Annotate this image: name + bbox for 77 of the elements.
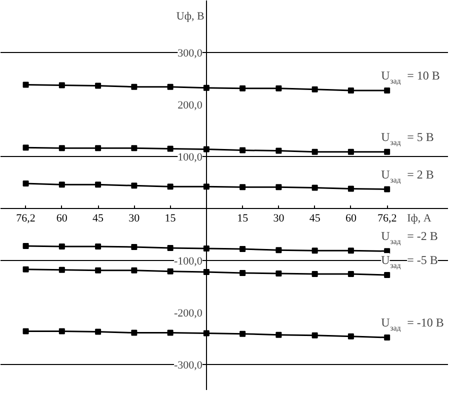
x-tick-label: 15 (164, 212, 176, 224)
y-tick-label: 300,0 (178, 48, 203, 60)
x-tick-label: 15 (237, 212, 249, 224)
y-tick-label: 100,0 (178, 152, 203, 164)
x-tick-label: 60 (345, 212, 357, 224)
point (348, 186, 354, 192)
point (95, 243, 102, 250)
point (22, 180, 29, 187)
point (58, 328, 65, 334)
point (131, 330, 138, 336)
point (240, 85, 246, 92)
point (131, 244, 138, 250)
point (58, 82, 65, 88)
point (58, 182, 65, 188)
point (167, 184, 174, 190)
point (131, 84, 138, 90)
point (167, 245, 174, 252)
point (95, 267, 102, 274)
point (167, 146, 174, 152)
point (312, 148, 318, 155)
point (240, 330, 246, 337)
x-tick-label: 76,2 (16, 212, 36, 224)
point (276, 85, 282, 92)
point (348, 87, 354, 94)
point (240, 270, 246, 276)
x-tick-label: 45 (309, 212, 321, 224)
point (167, 330, 174, 336)
point (95, 182, 102, 188)
point (22, 266, 29, 272)
x-tick-label: 76,2 (377, 212, 397, 224)
point (384, 87, 390, 94)
point (312, 184, 318, 191)
point (95, 82, 102, 89)
x-tick-label: 30 (128, 212, 140, 224)
point (312, 86, 318, 92)
point (348, 271, 354, 278)
x-tick-label: 60 (56, 212, 68, 224)
point (384, 148, 390, 155)
point (312, 248, 318, 254)
point (312, 332, 318, 338)
y-tick-label: -300,0 (174, 360, 203, 372)
point (240, 246, 246, 252)
point (312, 271, 318, 278)
point (131, 182, 138, 189)
point (240, 147, 246, 154)
x-axis-title: Iф, A (407, 212, 432, 224)
y-tick-label: 200,0 (178, 100, 203, 112)
point (348, 148, 354, 155)
point (276, 270, 282, 276)
point (58, 266, 65, 273)
point (348, 333, 354, 340)
point (95, 145, 102, 152)
point (22, 328, 29, 334)
point (22, 242, 29, 249)
point (240, 184, 246, 190)
y-axis-title: Uф, В (176, 10, 204, 22)
point (276, 332, 282, 338)
y-tick-label: -100,0 (174, 256, 203, 268)
point (58, 145, 65, 152)
point (131, 145, 138, 152)
point (58, 243, 65, 250)
point (384, 334, 390, 340)
x-tick-label: 45 (92, 212, 104, 224)
point (276, 247, 282, 254)
point (276, 148, 282, 154)
point (131, 267, 138, 274)
y-tick-label: -200,0 (174, 308, 203, 320)
point (348, 248, 354, 254)
point (384, 186, 390, 192)
x-tick-label: 30 (273, 212, 285, 224)
point (22, 144, 29, 151)
point (384, 272, 390, 278)
point (95, 328, 102, 335)
point (22, 82, 29, 88)
point (167, 268, 174, 274)
point (167, 84, 174, 90)
point (276, 184, 282, 190)
